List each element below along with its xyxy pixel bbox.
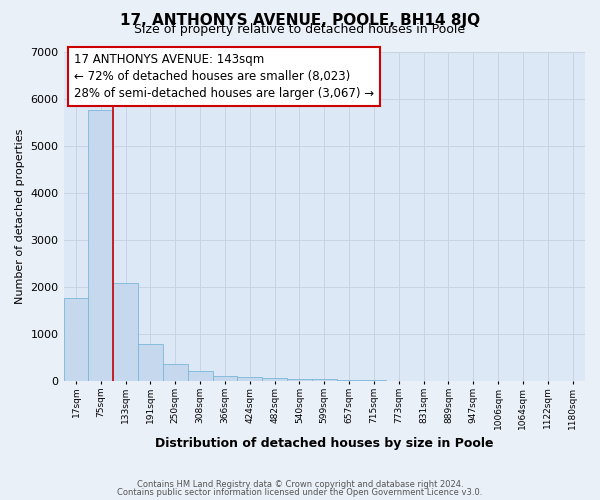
Bar [337,380,362,381]
Text: Size of property relative to detached houses in Poole: Size of property relative to detached ho… [134,24,466,36]
Text: Contains public sector information licensed under the Open Government Licence v3: Contains public sector information licen… [118,488,482,497]
Text: Contains HM Land Registry data © Crown copyright and database right 2024.: Contains HM Land Registry data © Crown c… [137,480,463,489]
Bar [212,376,238,381]
Y-axis label: Number of detached properties: Number of detached properties [15,128,25,304]
Bar [113,283,138,381]
Bar [188,370,212,381]
Bar [312,379,337,381]
Bar [163,364,188,381]
Text: 17 ANTHONYS AVENUE: 143sqm
← 72% of detached houses are smaller (8,023)
28% of s: 17 ANTHONYS AVENUE: 143sqm ← 72% of deta… [74,53,374,100]
Bar [287,379,312,381]
Bar [238,378,262,381]
Bar [362,380,386,381]
Bar [138,344,163,381]
Bar [88,110,113,381]
Bar [262,378,287,381]
Bar [64,298,88,381]
X-axis label: Distribution of detached houses by size in Poole: Distribution of detached houses by size … [155,437,494,450]
Text: 17, ANTHONYS AVENUE, POOLE, BH14 8JQ: 17, ANTHONYS AVENUE, POOLE, BH14 8JQ [120,12,480,28]
